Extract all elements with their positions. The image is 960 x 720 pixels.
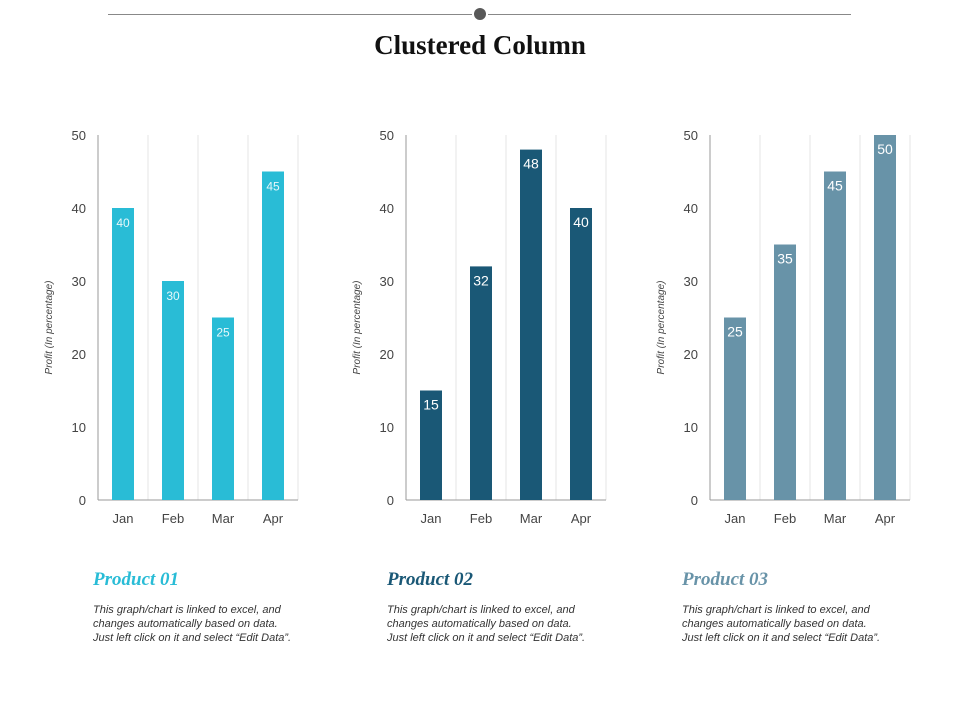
bar-apr xyxy=(262,171,284,500)
y-tick-label: 40 xyxy=(684,201,698,216)
y-tick-label: 0 xyxy=(387,493,394,508)
x-tick-label: Jan xyxy=(725,511,746,526)
x-tick-label: Mar xyxy=(520,511,543,526)
x-tick-label: Feb xyxy=(774,511,796,526)
bar-feb xyxy=(162,281,184,500)
y-tick-label: 0 xyxy=(79,493,86,508)
x-tick-label: Feb xyxy=(470,511,492,526)
chart-product-03: 0 10 20 30 40 50 Profit (In percentage) 25 Jan 35… xyxy=(656,128,911,526)
y-tick-label: 40 xyxy=(72,201,86,216)
y-tick-label: 10 xyxy=(380,420,394,435)
caption-title-product-03: Product 03 xyxy=(682,569,769,590)
y-tick-label: 50 xyxy=(684,128,698,143)
y-axis-title: Profit (In percentage) xyxy=(656,281,667,375)
data-label: 40 xyxy=(116,216,130,230)
data-label: 32 xyxy=(473,272,489,288)
y-tick-label: 30 xyxy=(72,274,86,289)
bar-jan xyxy=(420,390,442,500)
bar-mar xyxy=(212,317,234,500)
data-label: 25 xyxy=(727,324,743,340)
y-tick-label: 10 xyxy=(684,420,698,435)
data-label: 25 xyxy=(216,326,230,340)
bar-feb xyxy=(470,266,492,500)
caption-title-product-02: Product 02 xyxy=(387,569,474,590)
bar-apr xyxy=(570,208,592,500)
data-label: 15 xyxy=(423,397,439,413)
data-label: 30 xyxy=(166,289,180,303)
bar-jan xyxy=(112,208,134,500)
data-label: 35 xyxy=(777,251,793,267)
header-divider-left xyxy=(108,14,472,15)
data-label: 48 xyxy=(523,156,539,172)
y-tick-label: 20 xyxy=(72,347,86,362)
caption-text-product-03: This graph/chart is linked to excel, and… xyxy=(682,604,881,644)
chart-product-02: 0 10 20 30 40 50 Profit (In percentage) 15 Jan 32… xyxy=(352,128,607,526)
data-label: 45 xyxy=(827,178,843,194)
y-axis-title: Profit (In percentage) xyxy=(352,281,363,375)
chart-product-01: 0 10 20 30 40 50 Profit (In percentage) 40 Jan 30… xyxy=(44,128,299,526)
x-tick-label: Apr xyxy=(875,511,896,526)
y-axis-title: Profit (In percentage) xyxy=(44,281,55,375)
data-label: 50 xyxy=(877,141,893,157)
y-tick-label: 0 xyxy=(691,493,698,508)
data-label: 40 xyxy=(573,214,589,230)
bar-apr xyxy=(874,135,896,500)
page-title: Clustered Column xyxy=(374,30,586,60)
y-tick-label: 10 xyxy=(72,420,86,435)
y-tick-label: 50 xyxy=(380,128,394,143)
caption-text-product-02: This graph/chart is linked to excel, and… xyxy=(387,604,586,644)
y-tick-label: 50 xyxy=(72,128,86,143)
header-divider-dot xyxy=(474,8,486,20)
y-tick-label: 30 xyxy=(684,274,698,289)
x-tick-label: Apr xyxy=(571,511,592,526)
caption-title-product-01: Product 01 xyxy=(93,569,180,590)
data-label: 45 xyxy=(266,180,280,194)
y-tick-label: 30 xyxy=(380,274,394,289)
y-tick-label: 20 xyxy=(684,347,698,362)
caption-text-product-01: This graph/chart is linked to excel, and… xyxy=(93,604,292,644)
header-divider-right xyxy=(488,14,851,15)
bar-mar xyxy=(824,171,846,500)
x-tick-label: Apr xyxy=(263,511,284,526)
y-tick-label: 40 xyxy=(380,201,394,216)
x-tick-label: Mar xyxy=(824,511,847,526)
bar-mar xyxy=(520,149,542,500)
bar-feb xyxy=(774,244,796,500)
x-tick-label: Mar xyxy=(212,511,235,526)
bar-jan xyxy=(724,317,746,500)
x-tick-label: Jan xyxy=(113,511,134,526)
y-tick-label: 20 xyxy=(380,347,394,362)
x-tick-label: Jan xyxy=(421,511,442,526)
x-tick-label: Feb xyxy=(162,511,184,526)
